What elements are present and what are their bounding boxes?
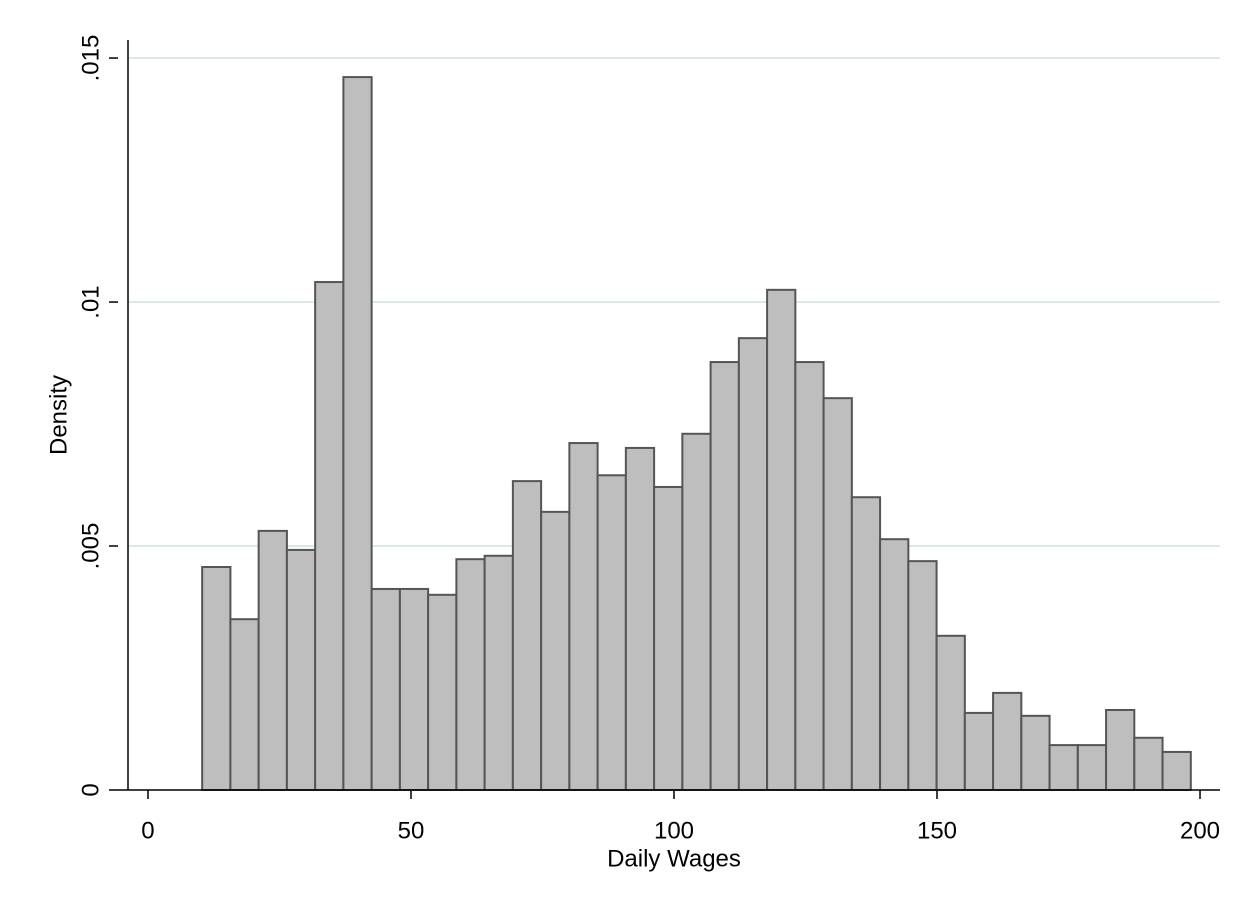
bar [342, 76, 373, 792]
bar [1133, 736, 1164, 792]
x-tick-label: 50 [398, 817, 425, 844]
bar [822, 397, 853, 791]
bar [427, 593, 458, 791]
bar [653, 485, 684, 791]
bar [540, 510, 571, 791]
bar [201, 566, 232, 792]
y-tick-label: .005 [77, 523, 104, 570]
y-axis-title: Density [45, 375, 72, 455]
bar [709, 361, 740, 791]
bar [314, 281, 345, 791]
bar [624, 446, 656, 791]
x-tick-label: 100 [654, 817, 694, 844]
x-tick-label: 0 [141, 817, 154, 844]
bar [398, 587, 430, 791]
y-tick-label: 0 [77, 783, 104, 796]
bar [737, 337, 769, 791]
bar [370, 587, 401, 791]
bar [229, 618, 260, 792]
bar [596, 474, 627, 791]
bar [850, 496, 882, 791]
y-tick-label: .01 [77, 285, 104, 318]
bar [568, 442, 599, 791]
x-tick-label: 200 [1180, 817, 1220, 844]
bar [483, 554, 514, 791]
bar [1020, 714, 1051, 791]
bar [285, 548, 317, 792]
bar [1076, 744, 1108, 792]
bar [879, 538, 910, 791]
y-tick-label: .015 [77, 35, 104, 82]
bar [1105, 708, 1136, 792]
bar [935, 634, 966, 792]
bar [992, 691, 1023, 792]
bar [963, 711, 995, 791]
bar [794, 361, 825, 791]
bar [455, 558, 486, 791]
bar [681, 432, 712, 791]
x-axis-title: Daily Wages [607, 845, 741, 872]
bar [1048, 744, 1079, 792]
bar [1161, 750, 1192, 791]
bar [511, 480, 543, 791]
bar [907, 560, 938, 791]
x-tick-label: 150 [917, 817, 957, 844]
bar [257, 529, 288, 791]
bar [766, 288, 797, 791]
